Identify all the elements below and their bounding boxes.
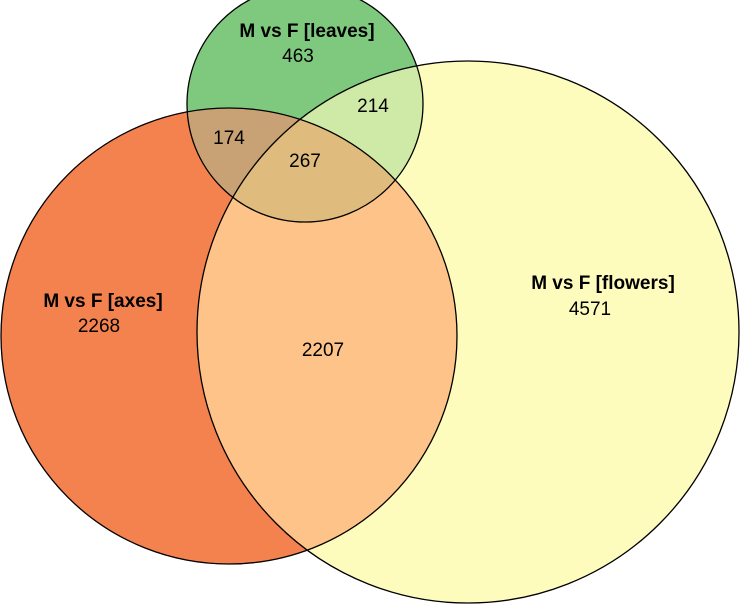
- axes-outline: [0, 107, 458, 565]
- axes-only-count: 2268: [78, 316, 120, 337]
- axes-flowers-overlap: [197, 108, 457, 564]
- flowers-outline: [196, 60, 740, 604]
- leaves-flowers-count: 214: [357, 96, 389, 117]
- axes-set-label: M vs F [axes]: [43, 291, 162, 312]
- leaves-outline: [186, 0, 424, 223]
- leaves-axes-count: 174: [213, 128, 245, 149]
- all-three-count: 267: [289, 151, 321, 172]
- leaves-only-count: 463: [282, 46, 314, 67]
- axes-flowers-count: 2207: [302, 340, 344, 361]
- flowers-set-label: M vs F [flowers]: [531, 273, 675, 294]
- leaves-set-label: M vs F [leaves]: [239, 21, 374, 42]
- flowers-only-count: 4571: [569, 299, 611, 320]
